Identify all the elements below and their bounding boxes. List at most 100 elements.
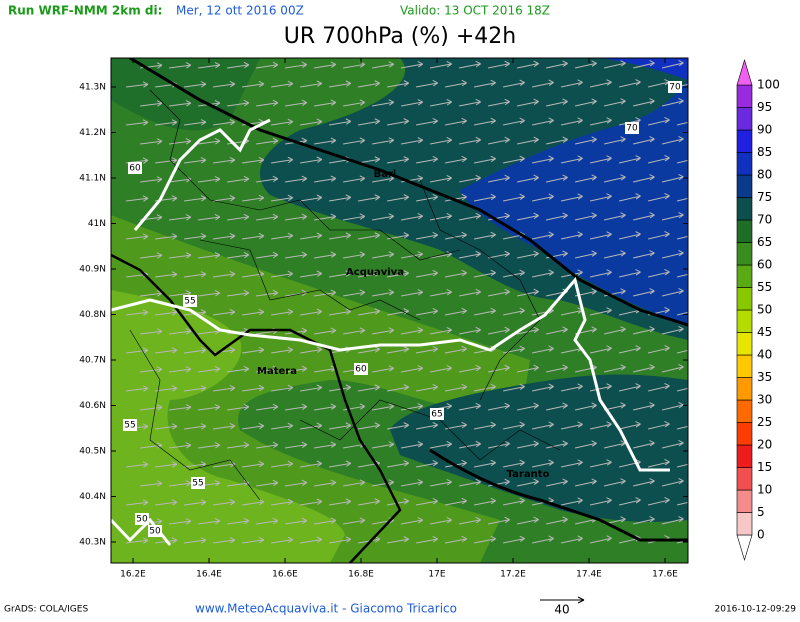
wind-arrow <box>661 287 684 297</box>
wind-arrow <box>474 421 496 430</box>
colorbar-bin <box>736 197 753 221</box>
wind-arrow <box>387 118 410 126</box>
wind-arrow <box>445 383 467 392</box>
contour-label-bg <box>430 408 444 420</box>
wind-arrow <box>474 79 496 88</box>
wind-arrow <box>256 441 279 449</box>
wind-arrow <box>329 460 352 468</box>
lat-label: 40.7N <box>79 356 106 366</box>
wind-arrow <box>661 325 684 335</box>
wind-arrow <box>271 346 294 354</box>
wind-arrow <box>227 213 250 221</box>
wind-arrow <box>618 79 641 88</box>
contour-label-bg <box>625 122 639 134</box>
wind-arrow <box>503 383 525 392</box>
contour-label-bg <box>354 363 368 375</box>
wind-arrow <box>372 99 395 107</box>
wind-arrow <box>300 270 323 278</box>
wind-arrow <box>618 269 641 278</box>
map-title: UR 700hPa (%) +42h <box>284 24 517 49</box>
wind-arrow <box>387 80 410 88</box>
wind-arrow <box>445 231 467 240</box>
wind-arrow <box>169 328 192 335</box>
wind-arrow <box>314 251 337 259</box>
contour-label: 70 <box>626 124 638 134</box>
wind-arrow <box>517 478 539 487</box>
wind-arrow <box>358 232 381 240</box>
wind-arrow <box>242 536 265 544</box>
wind-arrow <box>603 326 626 335</box>
wind-arrow <box>488 364 510 373</box>
wind-arrow <box>416 232 439 240</box>
wind-arrow <box>632 98 655 107</box>
wind-arrow <box>256 517 279 525</box>
wind-arrow <box>140 366 163 373</box>
wind-arrow <box>387 194 410 202</box>
colorbar-bin <box>736 174 753 198</box>
wind-arrow <box>532 345 554 354</box>
wind-arrow <box>632 136 655 145</box>
wind-arrow <box>589 193 612 202</box>
wind-arrow <box>532 117 554 126</box>
wind-arrow <box>661 363 684 373</box>
wind-arrow <box>300 498 323 506</box>
colorbar-label: 30 <box>757 393 772 407</box>
wind-arrow <box>546 516 568 525</box>
lon-label: 17.4E <box>576 570 602 580</box>
wind-arrow <box>256 251 279 259</box>
wind-arrow <box>271 384 294 392</box>
field-65b <box>390 374 688 522</box>
wind-arrow <box>198 214 221 221</box>
wind-arrow <box>184 81 207 88</box>
wind-arrow <box>416 460 439 468</box>
wind-scale-head <box>577 596 585 604</box>
wind-arrow <box>661 97 684 107</box>
wind-arrow <box>488 326 510 335</box>
wind-arrow <box>474 269 496 278</box>
wind-arrow <box>430 288 453 297</box>
colorbar-bin <box>736 512 753 536</box>
wind-arrow <box>213 384 236 392</box>
wind-arrow <box>661 477 684 487</box>
wind-arrow <box>227 251 250 259</box>
contour-label: 55 <box>184 297 195 307</box>
wind-arrow <box>661 439 684 449</box>
wind-arrow <box>546 364 568 373</box>
wind-arrow <box>647 155 670 164</box>
wind-arrow <box>488 516 510 525</box>
wind-arrow <box>285 403 308 411</box>
colorbar-label: 90 <box>757 123 772 137</box>
wind-arrow <box>285 479 308 487</box>
wind-arrow <box>329 536 352 544</box>
wind-arrow <box>560 421 583 430</box>
wind-arrow <box>589 117 612 126</box>
contour-label: 60 <box>129 164 141 174</box>
wind-arrow <box>603 212 626 221</box>
wind-arrow <box>242 308 265 316</box>
wind-arrow <box>503 345 525 354</box>
wind-arrow <box>430 98 453 107</box>
wind-arrow <box>503 79 525 88</box>
wind-arrow <box>546 212 568 221</box>
wind-arrow <box>546 60 568 69</box>
wind-arrow <box>647 345 670 354</box>
wind-arrow <box>401 61 424 69</box>
wind-arrow <box>488 402 510 411</box>
wind-arrow <box>560 383 583 392</box>
wind-arrow <box>372 213 395 221</box>
wind-arrow <box>155 385 178 392</box>
wind-arrow <box>285 517 308 525</box>
wind-arrow <box>632 288 655 297</box>
wind-arrow <box>488 212 510 221</box>
wind-arrow <box>242 80 265 88</box>
wind-arrow <box>546 136 568 145</box>
wind-arrow <box>459 288 481 297</box>
wind-arrow <box>560 535 583 544</box>
wind-arrow <box>560 79 583 88</box>
contour-label-bg <box>191 477 205 489</box>
coastline-ionian <box>429 448 688 542</box>
wind-arrow <box>285 175 308 183</box>
wind-arrow <box>256 99 279 107</box>
wind-arrow <box>546 98 568 107</box>
wind-arrow <box>445 497 467 506</box>
